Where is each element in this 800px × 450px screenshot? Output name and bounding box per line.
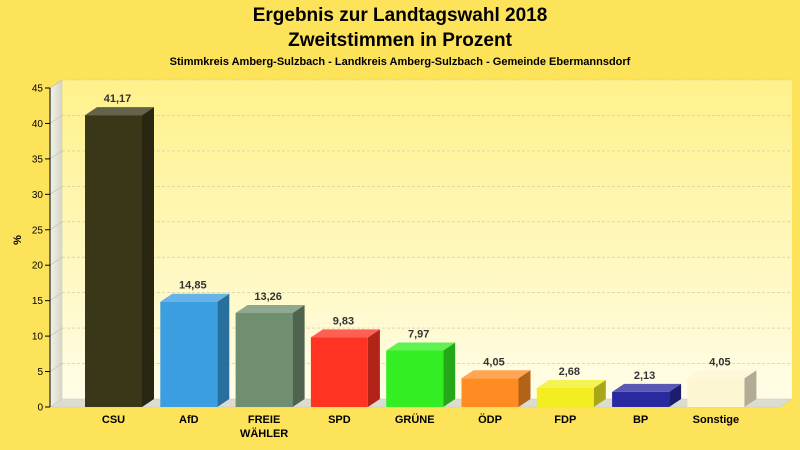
bar-value-label: 4,05 (483, 356, 504, 368)
bar-value-label: 13,26 (254, 291, 282, 303)
bar-top (612, 383, 682, 392)
y-tick-label: 45 (32, 84, 44, 95)
bar-value-label: 9,83 (333, 315, 354, 327)
bar (386, 342, 456, 407)
bar-side (744, 370, 757, 407)
bar-side (518, 370, 531, 407)
bar (612, 383, 682, 407)
bar-top (687, 370, 757, 379)
category-label: CSU (102, 414, 125, 426)
bar-top (160, 293, 230, 302)
bar-value-label: 14,85 (179, 280, 207, 292)
bar (85, 107, 154, 407)
gridline-side (49, 256, 63, 266)
bar-front (612, 391, 670, 407)
gridline-side (49, 186, 63, 195)
bar-front (235, 313, 293, 407)
bar (687, 370, 757, 407)
y-tick-label: 5 (37, 367, 43, 378)
gridline-side (49, 150, 63, 160)
bar-side (443, 342, 456, 407)
gridline-side (49, 115, 63, 124)
category-label: ÖDP (478, 413, 502, 426)
bar (461, 370, 531, 407)
bar-side (367, 329, 380, 407)
bar-side (669, 383, 682, 407)
y-tick-label: 15 (32, 296, 44, 307)
bar-top (536, 380, 606, 389)
chart-title: Ergebnis zur Landtagswahl 2018 (253, 5, 548, 26)
category-label: FREIE WÄHLER (240, 414, 288, 440)
y-tick-label: 0 (37, 403, 43, 414)
category-label: GRÜNE (395, 413, 435, 426)
category-label: BP (633, 414, 648, 426)
bar-top (386, 342, 456, 351)
chart-caption: Stimmkreis Amberg-Sulzbach - Landkreis A… (170, 56, 631, 68)
bar-front (85, 115, 142, 407)
category-label: Sonstige (693, 414, 739, 426)
y-tick-label: 40 (32, 119, 44, 130)
bar (235, 305, 305, 407)
bar-side (217, 293, 230, 407)
category-label: AfD (179, 414, 199, 426)
bar-top (235, 305, 305, 314)
y-tick-label: 35 (32, 154, 44, 165)
bar-value-label: 41,17 (104, 93, 132, 105)
bars (85, 107, 757, 407)
bar (160, 293, 230, 407)
bar-front (310, 337, 368, 407)
bar-front (536, 388, 594, 407)
gridline-side (49, 363, 63, 372)
bar-front (687, 378, 745, 407)
gridline-side (49, 79, 63, 89)
gridline-side (49, 221, 63, 231)
labels: 0 5 10 15 20 25 30 35 40 45 41,17 CSU 14,85 AfD 13,26 F… (32, 84, 739, 441)
chart-subtitle: Zweitstimmen in Prozent (288, 30, 512, 51)
bar-side (593, 380, 606, 407)
y-tick-label: 25 (32, 225, 44, 236)
y-tick-label: 20 (32, 261, 44, 272)
bar-top (85, 107, 154, 116)
bar-front (386, 350, 444, 407)
bar-front (160, 301, 218, 407)
y-tick-label: 30 (32, 190, 44, 201)
plot-side-wall (49, 79, 63, 408)
bar-value-label: 2,68 (559, 366, 580, 378)
bar-top (310, 329, 380, 338)
bar-front (461, 378, 519, 407)
bar-value-label: 2,13 (634, 370, 655, 382)
bar-side (142, 107, 154, 407)
gridline-side (49, 292, 63, 301)
bar (310, 329, 380, 407)
y-axis-label: % (12, 235, 24, 245)
bar-side (292, 305, 305, 407)
category-label: SPD (328, 414, 351, 426)
bar-value-label: 7,97 (408, 329, 429, 341)
bar (536, 380, 606, 407)
bar-value-label: 4,05 (709, 356, 730, 368)
gridline-side (49, 327, 63, 337)
bar-top (461, 370, 531, 379)
category-label: FDP (554, 414, 576, 426)
y-tick-label: 10 (32, 332, 44, 343)
